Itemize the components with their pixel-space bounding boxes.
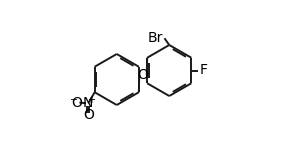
Text: Br: Br <box>148 31 163 45</box>
Text: O: O <box>72 96 83 110</box>
Text: O: O <box>138 68 148 82</box>
Text: N: N <box>83 96 94 110</box>
Text: −: − <box>70 94 78 105</box>
Text: O: O <box>83 108 94 122</box>
Text: +: + <box>87 95 95 105</box>
Text: F: F <box>200 63 208 78</box>
